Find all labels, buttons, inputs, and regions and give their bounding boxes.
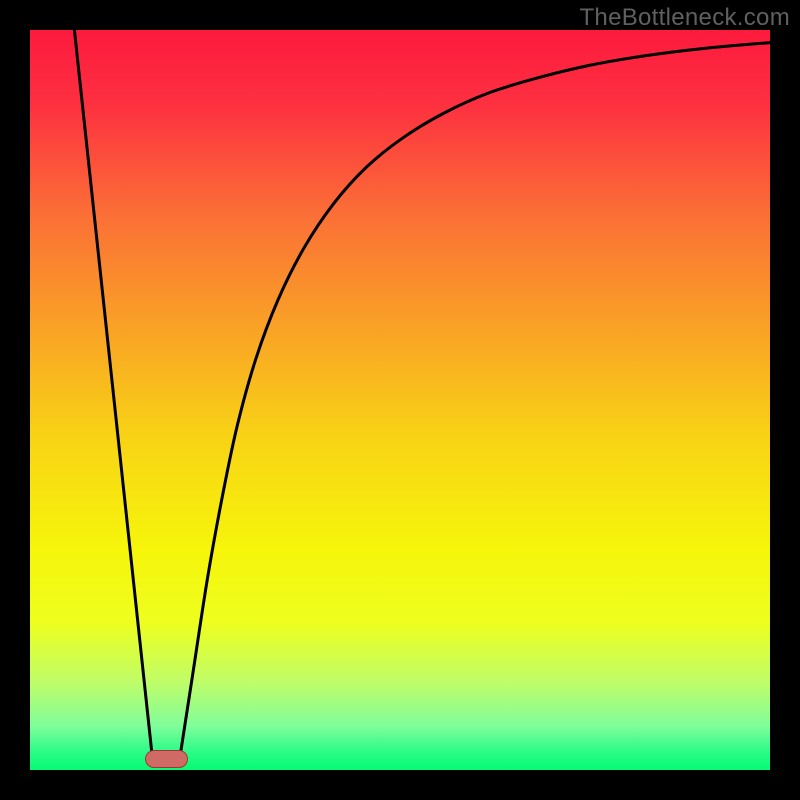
curve-layer (30, 30, 770, 770)
chart-container: TheBottleneck.com (0, 0, 800, 800)
plot-area (30, 30, 770, 770)
right-curve (180, 43, 770, 756)
optimal-marker (145, 750, 188, 768)
watermark-text: TheBottleneck.com (579, 4, 790, 32)
left-line (74, 30, 152, 755)
